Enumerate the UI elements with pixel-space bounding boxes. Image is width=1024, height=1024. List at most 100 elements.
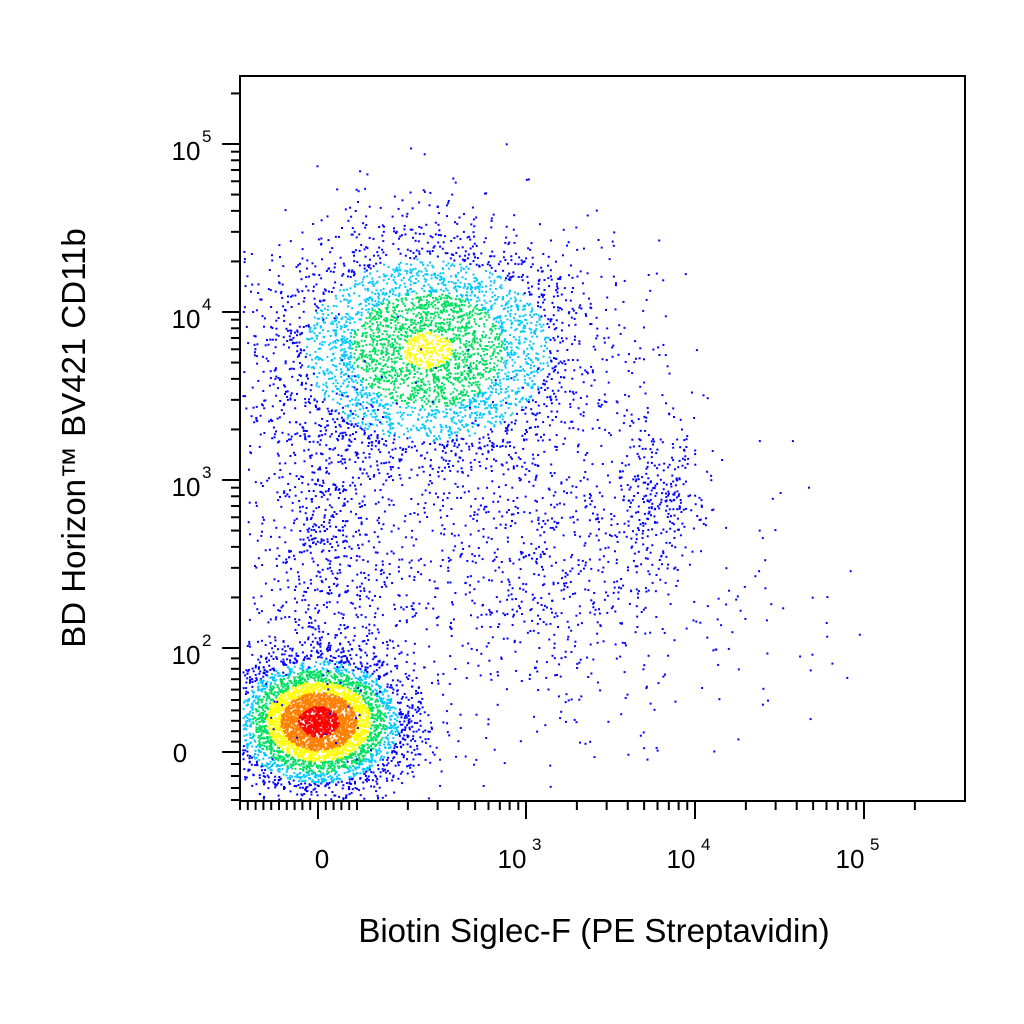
event-dot [363, 750, 366, 753]
event-dot [348, 770, 350, 773]
event-dot [304, 728, 307, 730]
event-dot [344, 747, 347, 750]
event-dot [246, 720, 249, 723]
event-dot [356, 680, 359, 683]
event-dot [326, 773, 328, 775]
event-dot [341, 700, 344, 703]
event-dot [377, 675, 380, 677]
event-dot [340, 718, 343, 721]
event-dot [360, 707, 363, 709]
event-dot [404, 728, 406, 731]
event-dot [266, 706, 269, 709]
event-dot [399, 711, 402, 714]
event-dot [249, 710, 252, 713]
event-dot [303, 766, 306, 769]
event-dot [270, 728, 273, 731]
event-dot [286, 686, 289, 689]
event-dot [306, 733, 309, 736]
event-dot [269, 734, 271, 737]
event-dot [336, 758, 339, 761]
event-dot [297, 624, 300, 626]
event-dot [274, 702, 276, 705]
event-dot [298, 680, 301, 682]
event-dot [308, 722, 311, 725]
event-dot [301, 704, 304, 707]
event-dot [276, 684, 279, 687]
event-dot [331, 754, 334, 757]
event-dot [394, 726, 397, 729]
event-dot [252, 694, 255, 697]
event-dot [374, 700, 377, 703]
event-dot [367, 736, 370, 738]
event-dot [249, 723, 252, 726]
event-dot [394, 750, 396, 753]
event-dot [311, 640, 314, 643]
event-dot [357, 741, 360, 744]
event-dot [317, 740, 320, 743]
event-dot [312, 724, 315, 727]
event-dot [386, 759, 389, 761]
event-dot [280, 722, 283, 725]
event-dot [282, 658, 285, 661]
event-dot [351, 696, 354, 699]
event-dot [396, 733, 399, 736]
event-dot [367, 716, 370, 719]
event-dot [370, 727, 372, 730]
event-dot [406, 704, 409, 707]
event-dot [371, 764, 374, 767]
event-dot [365, 751, 368, 754]
event-dot [246, 672, 249, 675]
event-dot [282, 736, 285, 739]
event-dot [285, 740, 287, 742]
event-dot [375, 655, 378, 658]
event-dot [329, 644, 332, 647]
event-dot [382, 660, 385, 663]
event-dot [311, 703, 314, 706]
event-dot [360, 750, 363, 753]
event-dot [291, 718, 294, 721]
event-dot [283, 740, 286, 743]
event-dot [296, 773, 299, 776]
event-dot [341, 684, 344, 687]
event-dot [284, 730, 286, 733]
event-dot [363, 639, 366, 642]
event-dot [253, 734, 256, 737]
event-dot [342, 784, 345, 787]
event-dot [388, 743, 391, 746]
event-dot [313, 665, 316, 668]
event-dot [248, 697, 251, 700]
event-dot [383, 688, 386, 691]
event-dot [245, 690, 248, 693]
event-dot [285, 760, 288, 763]
event-dot [378, 705, 381, 708]
event-dot [400, 716, 403, 719]
event-dot [372, 645, 375, 648]
event-dot [347, 661, 350, 664]
event-dot [343, 674, 346, 676]
event-dot [415, 730, 418, 733]
event-dot [286, 746, 289, 749]
event-dot [371, 759, 374, 762]
event-dot [377, 710, 380, 713]
event-dot [362, 737, 365, 740]
event-dot [284, 703, 287, 706]
event-dot [323, 750, 326, 753]
event-dot [364, 687, 367, 689]
event-dot [285, 698, 288, 701]
event-dot [302, 662, 305, 665]
event-dot [333, 769, 336, 772]
event-dot [251, 704, 254, 707]
event-dot [315, 781, 318, 783]
event-dot [294, 676, 297, 679]
event-dot [329, 689, 332, 692]
event-dot [314, 674, 317, 677]
event-dot [270, 681, 273, 684]
event-dot [424, 738, 427, 741]
event-dot [396, 667, 399, 670]
event-dot [341, 717, 344, 719]
event-dot [301, 702, 304, 705]
event-dot [272, 749, 275, 752]
event-dot [350, 677, 353, 680]
event-dot [313, 763, 316, 766]
event-dot [305, 709, 308, 712]
